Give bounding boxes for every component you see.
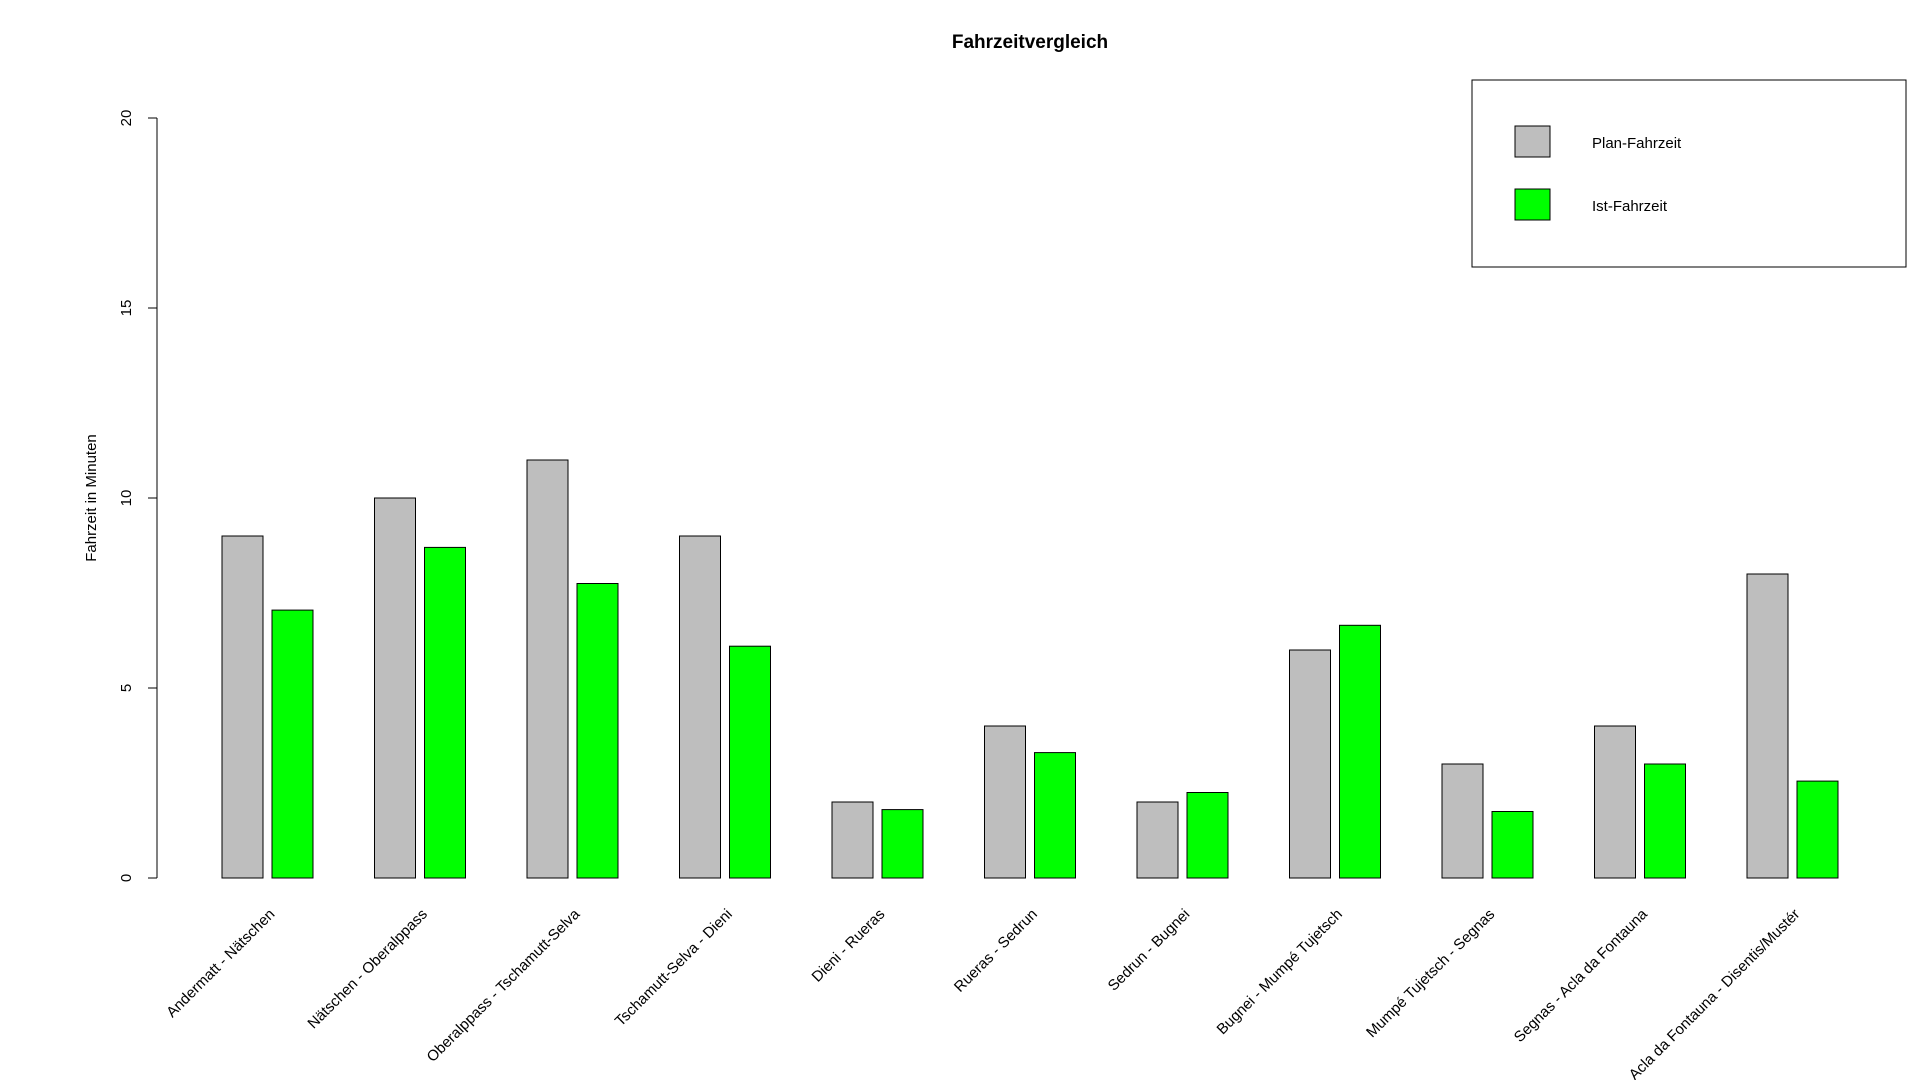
bar-plan (1594, 725, 1636, 879)
bar-plan (831, 801, 874, 879)
bar-plan (679, 535, 721, 879)
x-axis-labels: Andermatt - Nätschen Nätschen - Oberalppa… (163, 905, 1804, 1083)
x-tick-label: Segnas - Acla da Fontauna (1511, 905, 1651, 1045)
legend: Plan-Fahrzeit Ist-Fahrzeit (1471, 79, 1907, 268)
bar-ist (1491, 811, 1534, 879)
x-tick-label: Andermatt - Nätschen (163, 906, 278, 1021)
legend-label-plan: Plan-Fahrzeit (1592, 135, 1682, 152)
bar-ist (729, 645, 771, 879)
bar-plan (984, 725, 1026, 879)
x-tick-label: Dieni - Rueras (809, 906, 889, 986)
bar-ist (576, 583, 619, 879)
y-tick-label: 5 (118, 684, 135, 692)
legend-swatch-ist (1514, 188, 1551, 221)
bars (221, 459, 1839, 879)
bar-plan (1289, 649, 1331, 879)
bar-ist (1186, 792, 1229, 879)
y-tick-label: 0 (118, 874, 135, 882)
bar-plan (1746, 573, 1789, 879)
bar-ist (1796, 780, 1839, 879)
bar-ist (424, 546, 466, 879)
bar-plan (526, 459, 569, 879)
x-tick-label: Tschamutt-Selva - Dieni (612, 906, 736, 1030)
x-tick-label: Nätschen - Oberalppass (304, 906, 430, 1032)
bar-ist (1644, 763, 1686, 879)
y-tick-label: 15 (118, 300, 135, 317)
bar-ist (881, 809, 924, 879)
y-axis-label: Fahrzeit in Minuten (83, 434, 100, 562)
x-tick-label: Rueras - Sedrun (951, 906, 1041, 996)
x-tick-label: Acla da Fontauna - Disentis/Mustér (1626, 906, 1804, 1080)
y-axis: 0 5 10 15 20 (118, 110, 158, 882)
x-tick-label: Mumpé Tujetsch - Segnas (1363, 906, 1498, 1041)
x-tick-label: Bugnei - Mumpé Tujetsch (1214, 906, 1346, 1038)
bar-ist (271, 609, 314, 879)
x-tick-label: Sedrun - Bugnei (1105, 906, 1194, 995)
bar-plan (1136, 801, 1179, 879)
bar-plan (374, 497, 416, 879)
bar-ist (1339, 624, 1381, 879)
x-tick-label: Oberalppass - Tschamutt-Selva (424, 905, 584, 1065)
legend-box (1471, 79, 1907, 268)
legend-label-ist: Ist-Fahrzeit (1592, 198, 1668, 215)
legend-swatch-plan (1514, 125, 1551, 158)
bar-plan (221, 535, 264, 879)
bar-ist (1034, 752, 1076, 879)
y-tick-label: 10 (118, 490, 135, 507)
chart-title: Fahrzeitvergleich (952, 32, 1108, 53)
bar-plan (1441, 763, 1484, 879)
y-tick-label: 20 (118, 110, 135, 127)
